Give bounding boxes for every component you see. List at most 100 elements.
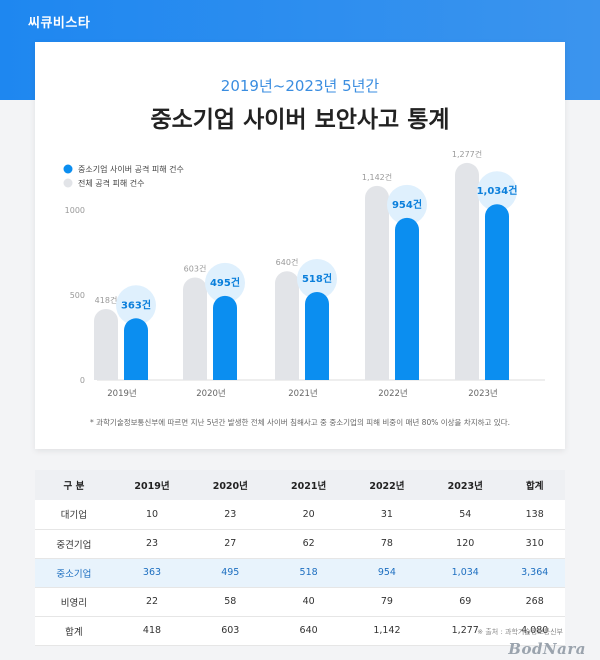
table-cell: 1,142 <box>373 625 401 636</box>
y-tick-label: 500 <box>70 291 85 300</box>
table-cell: 비영리 <box>60 597 88 609</box>
data-label-sme: 363건 <box>121 298 151 311</box>
table-header-cell: 2023년 <box>447 481 483 492</box>
watermark-logo: BodNara <box>508 640 586 658</box>
table-cell: 대기업 <box>60 510 88 522</box>
table-cell: 10 <box>145 508 159 520</box>
table-cell: 518 <box>299 567 318 578</box>
table-cell: 78 <box>380 538 393 549</box>
table-row: 대기업 10 23 20 31 54 138 <box>35 500 565 529</box>
table-cell: 23 <box>145 538 159 549</box>
table-cell: 1,277 <box>451 625 479 636</box>
bar-sme <box>124 318 148 380</box>
x-tick-label: 2021년 <box>288 388 317 399</box>
table-cell: 120 <box>456 538 475 549</box>
data-label-bubble <box>205 262 245 303</box>
table-header-cell: 2022년 <box>369 481 405 492</box>
data-label-sme: 495건 <box>210 276 240 289</box>
table-cell: 40 <box>302 596 315 607</box>
chart-footnote: * 과학기술정보통신부에 따르면 지난 5년간 발생한 전체 사이버 침해사고 … <box>89 418 510 427</box>
table-header-cell: 구 분 <box>63 481 85 492</box>
data-label-sme: 1,034건 <box>477 184 518 197</box>
table-cell: 58 <box>224 596 237 607</box>
table-cell: 중견기업 <box>56 539 92 551</box>
table-cell: 79 <box>380 596 393 607</box>
bar-sme-base <box>485 368 509 380</box>
data-label-bubble <box>116 285 156 326</box>
bar-sme <box>213 295 237 380</box>
table-cell: 22 <box>145 596 159 607</box>
table-header-row: 구 분 2019년 2020년 2021년 2022년 2023년 합계 <box>35 470 565 500</box>
bar-total <box>183 277 207 380</box>
data-label-total: 418건 <box>95 295 118 305</box>
bar-sme <box>485 204 509 380</box>
table-cell: 640 <box>299 625 318 636</box>
data-label-sme: 518건 <box>302 272 332 285</box>
data-label-total: 603건 <box>184 263 207 273</box>
table-row: 합계 418 603 640 1,142 1,277 4,080 <box>35 616 565 645</box>
legend-label: 전체 공격 피해 건수 <box>78 178 145 188</box>
x-tick-label: 2020년 <box>196 388 225 399</box>
stats-table-wrap: 구 분 2019년 2020년 2021년 2022년 2023년 합계 대기업 10 23 20… <box>35 470 565 646</box>
y-tick-label: 1000 <box>65 206 85 215</box>
table-cell: 1,034 <box>451 567 479 578</box>
bar-total <box>365 185 389 380</box>
table-cell: 합계 <box>65 626 83 638</box>
table-row: 중소기업 363 495 518 954 1,034 3,364 <box>35 558 565 587</box>
bar-total <box>275 271 299 380</box>
bar-sme-base <box>395 368 419 380</box>
table-cell: 363 <box>142 567 162 578</box>
table-cell: 138 <box>525 508 544 520</box>
source-note: ※ 출처 : 과학기술정보통신부 <box>477 628 563 636</box>
brand-logo-text: 씨큐비스타 <box>28 16 91 31</box>
bar-sme-base <box>124 368 148 380</box>
bar-total <box>94 308 118 380</box>
y-tick-label: 0 <box>80 376 85 385</box>
bar-total-base <box>94 368 118 380</box>
table-row: 비영리 22 58 40 79 69 268 <box>35 587 565 616</box>
table-cell: 54 <box>459 508 472 520</box>
data-label-bubble <box>387 184 427 225</box>
table-cell: 69 <box>459 596 472 607</box>
table-cell: 62 <box>302 538 315 549</box>
data-label-total: 1,142건 <box>362 172 392 182</box>
table-cell: 418 <box>142 625 162 636</box>
table-cell: 954 <box>377 567 396 578</box>
table-cell: 20 <box>302 508 315 520</box>
data-label-sme: 954건 <box>392 198 422 211</box>
table-cell: 중소기업 <box>56 568 92 580</box>
table-cell: 4,080 <box>521 625 549 636</box>
x-tick-label: 2023년 <box>468 388 497 399</box>
chart-card: 2019년~2023년 5년간 중소기업 사이버 보안사고 통계 0 500 100… <box>35 42 565 449</box>
table-header-cell: 2020년 <box>212 481 248 492</box>
legend-label: 중소기업 사이버 공격 피해 건수 <box>78 164 184 174</box>
table-row: 중견기업 23 27 62 78 120 310 <box>35 529 565 558</box>
bar-total-base <box>365 368 389 380</box>
legend-swatch <box>63 164 73 174</box>
table-header-cell: 2019년 <box>134 481 170 492</box>
table-cell: 310 <box>525 538 544 549</box>
table-cell: 31 <box>380 508 393 520</box>
bar-sme <box>305 291 329 380</box>
data-label-total: 1,277건 <box>452 149 482 159</box>
table-cell: 23 <box>224 508 237 520</box>
chart-title: 중소기업 사이버 보안사고 통계 <box>150 107 450 133</box>
table-cell: 495 <box>221 567 240 578</box>
table-cell: 3,364 <box>521 567 549 578</box>
table-header-cell: 2021년 <box>291 481 327 492</box>
table-cell: 268 <box>525 596 544 607</box>
bar-total <box>455 162 479 380</box>
stats-table: 구 분 2019년 2020년 2021년 2022년 2023년 합계 대기업 10 23 20… <box>35 470 565 646</box>
bar-sme-base <box>305 368 329 380</box>
table-header-cell: 합계 <box>525 481 544 492</box>
x-tick-label: 2019년 <box>107 388 136 399</box>
table-cell: 27 <box>224 538 237 549</box>
bar-sme-base <box>213 368 237 380</box>
table-cell: 603 <box>221 625 240 636</box>
bar-total-base <box>183 368 207 380</box>
data-label-bubble <box>297 258 337 299</box>
bar-total-base <box>455 368 479 380</box>
data-label-total: 640건 <box>276 257 299 267</box>
bar-sme <box>395 217 419 380</box>
